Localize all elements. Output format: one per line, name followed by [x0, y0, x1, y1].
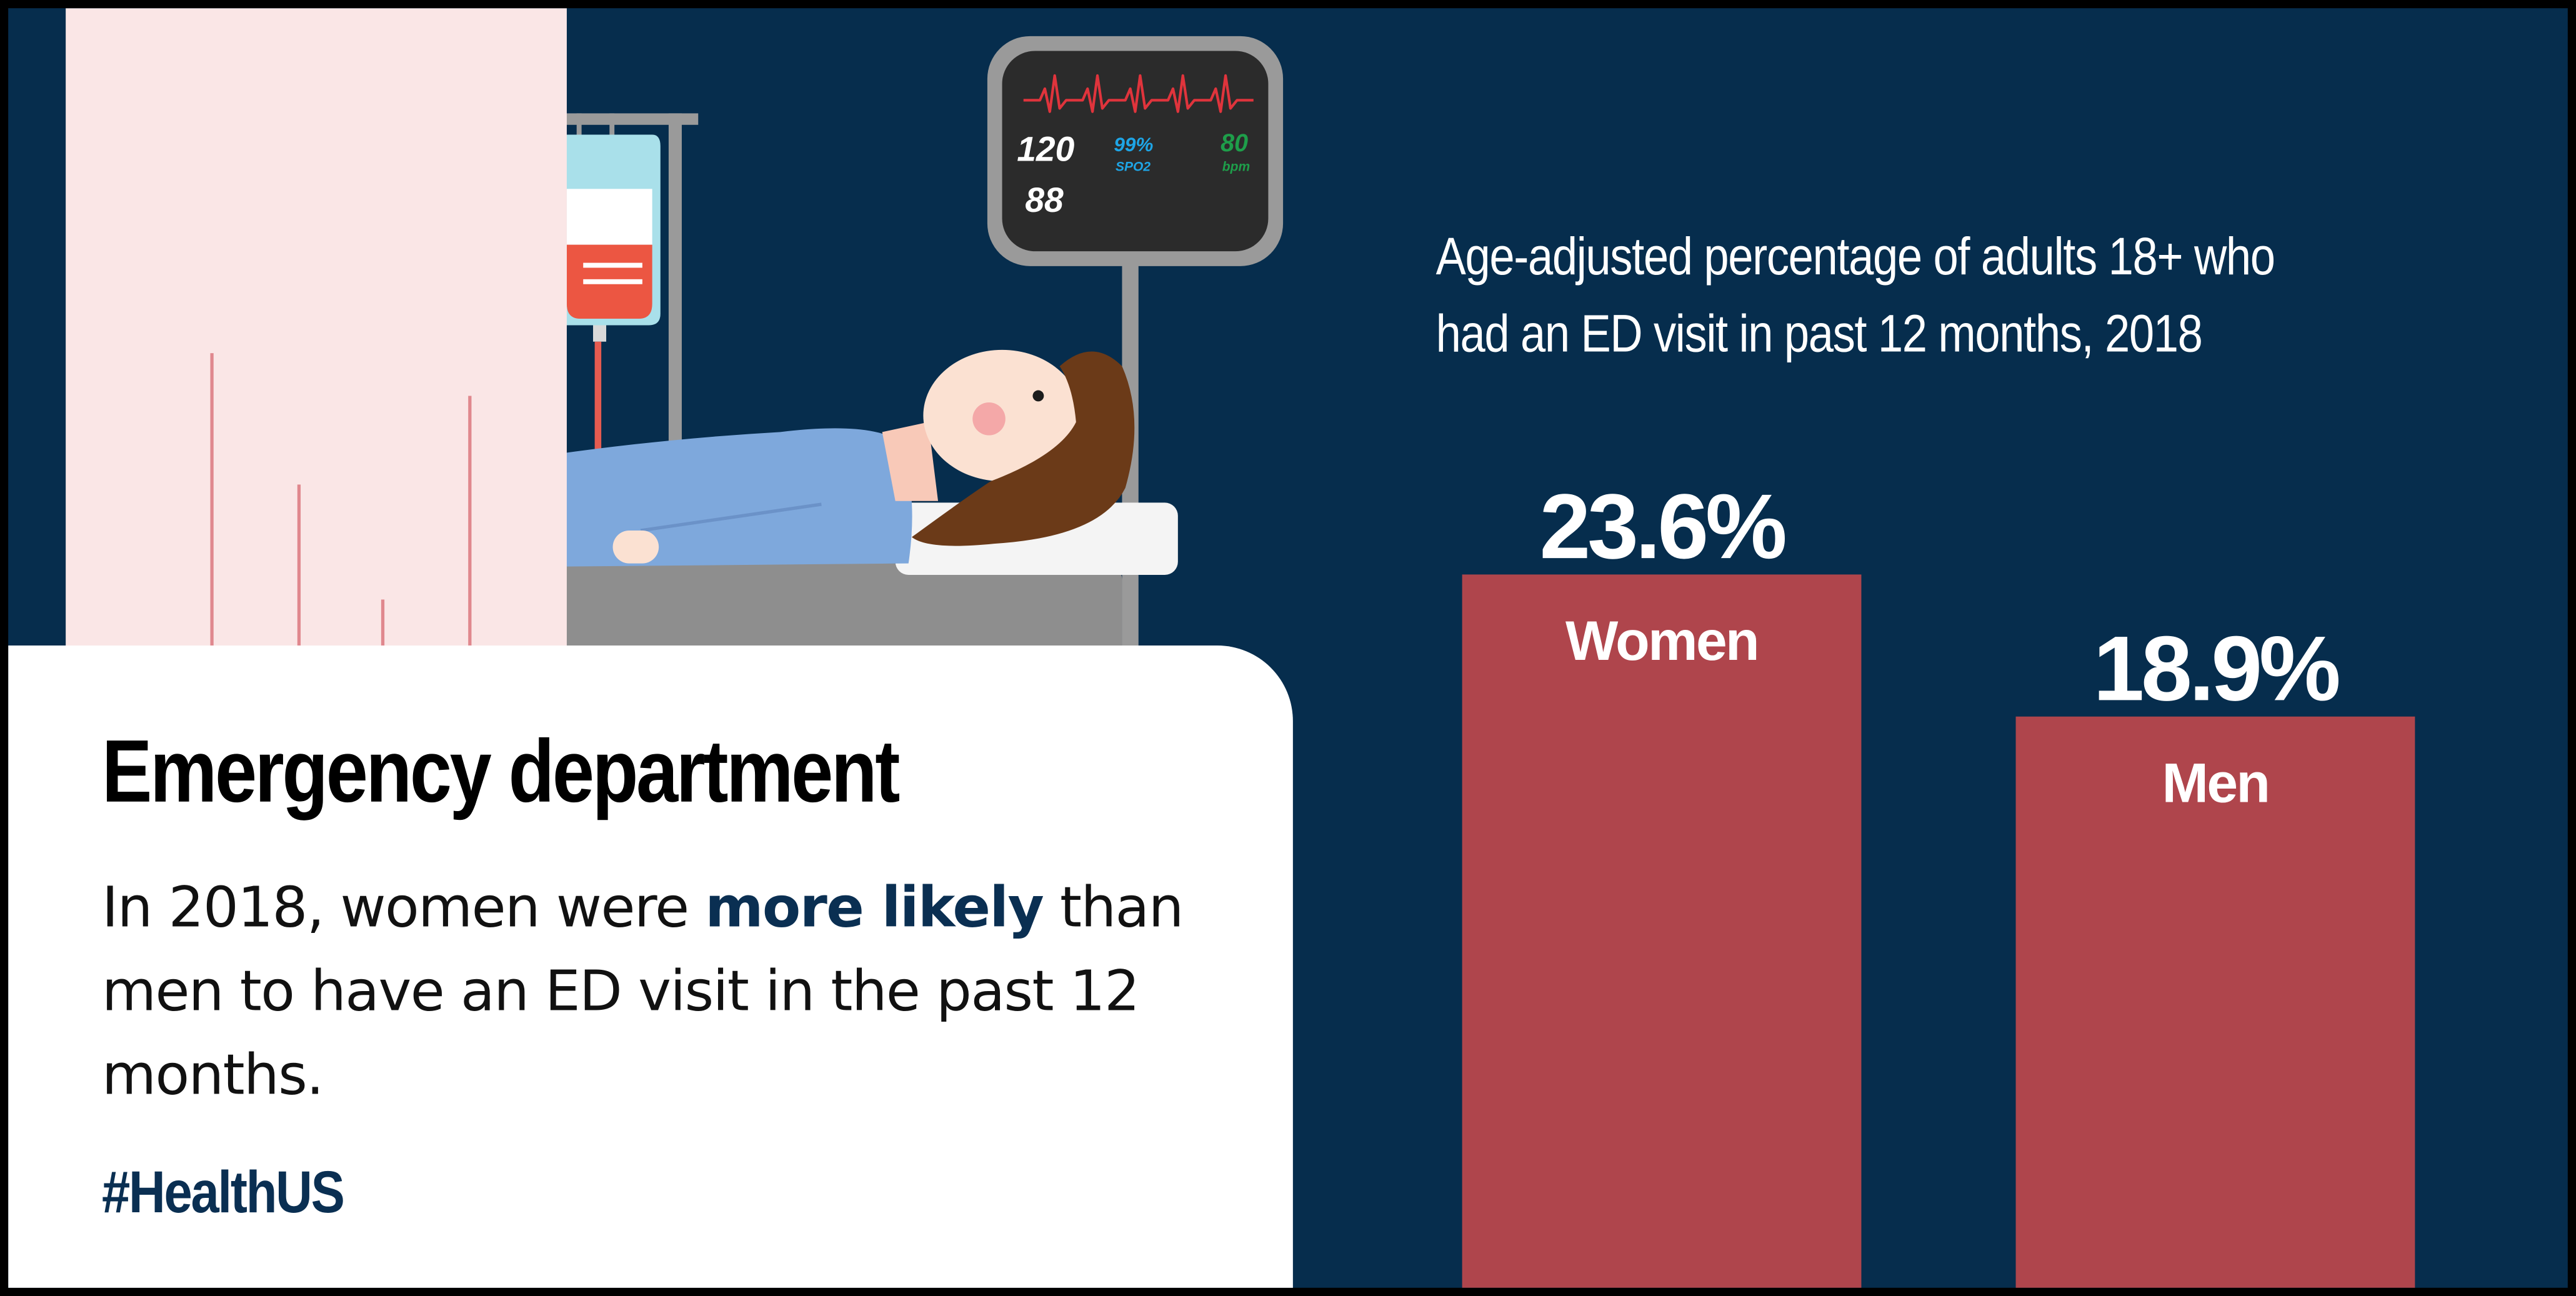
value-label-men: 18.9%: [2093, 617, 2338, 720]
chart-title-line-2: had an ED visit in past 12 months, 2018: [1435, 304, 2203, 363]
iv-stand-icon: [550, 113, 699, 459]
chart-title-line-1: Age-adjusted percentage of adults 18+ wh…: [1435, 226, 2275, 286]
infographic-canvas: 120 88 99% SPO2 80 bpm: [8, 8, 2568, 1288]
card-body-text-start: In 2018, women were: [101, 875, 706, 942]
bar-women: [1462, 574, 1862, 1288]
category-label-women: Women: [1565, 609, 1758, 672]
systolic-reading: 120: [1017, 130, 1074, 169]
card-body-text-end: than men to have an ED visit in the past…: [101, 875, 1184, 1109]
card-body-emphasis: more likely: [705, 875, 1044, 942]
iv-bag-icon: [557, 134, 661, 457]
card-body: In 2018, women were more likely than men…: [102, 867, 1186, 1119]
card-title: Emergency department: [101, 722, 900, 822]
ed-visit-bar-chart: 23.6% Women 18.9% Men: [1462, 476, 2415, 1288]
heart-rate-unit: bpm: [1222, 159, 1250, 174]
category-label-men: Men: [2162, 751, 2269, 814]
value-label-women: 23.6%: [1539, 476, 1784, 578]
vital-signs-monitor-icon: 120 88 99% SPO2 80 bpm: [987, 36, 1284, 266]
diastolic-reading: 88: [1025, 181, 1064, 219]
privacy-curtain-icon: [66, 8, 567, 665]
spo2-reading: 99%: [1114, 133, 1153, 156]
patient-icon: [550, 349, 1135, 567]
info-card: Emergency department In 2018, women were…: [8, 646, 1293, 1288]
bar-men: [2015, 716, 2415, 1288]
heart-rate-reading: 80: [1221, 129, 1248, 157]
hashtag: #HealthUS: [101, 1158, 345, 1225]
hospital-bed-illustration: 120 88 99% SPO2 80 bpm: [66, 8, 1284, 665]
spo2-label: SPO2: [1116, 159, 1151, 174]
